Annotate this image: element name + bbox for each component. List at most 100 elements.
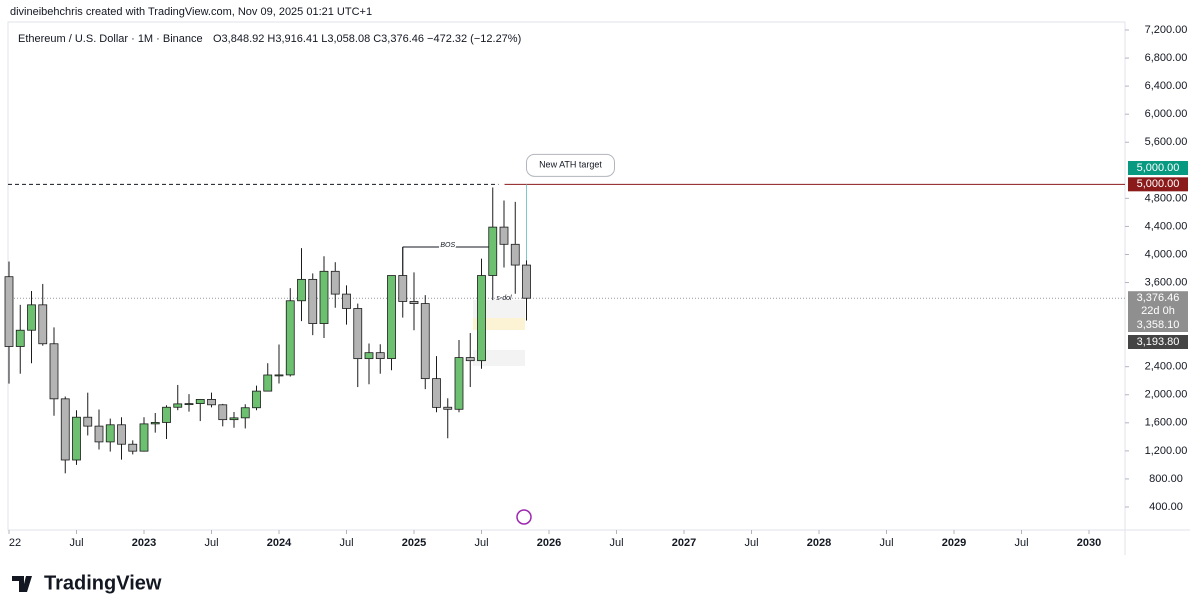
candle-body: [353, 308, 363, 360]
candle-body: [398, 275, 408, 302]
candle-body: [83, 416, 93, 427]
sdol-label: s-dol: [496, 295, 512, 302]
candle-body: [117, 424, 126, 445]
candle-body: [49, 343, 59, 400]
symbol: Ethereum / U.S. Dollar · 1M · Binance: [18, 33, 203, 45]
candle-body: [274, 374, 284, 377]
y-tick-label: 4,400.00: [1145, 220, 1188, 232]
price-tag: [1128, 304, 1188, 318]
price-tag: [1128, 335, 1188, 349]
y-tick-label: 6,000.00: [1145, 108, 1188, 120]
price-tag-label: 5,000.00: [1137, 178, 1180, 190]
x-tick-label: Jul: [69, 537, 83, 549]
candle-body: [387, 275, 396, 359]
y-tick-label: 3,600.00: [1145, 276, 1188, 288]
candle-body: [4, 276, 14, 347]
x-tick-label: Jul: [204, 537, 218, 549]
x-tick-label: 2030: [1077, 537, 1101, 549]
watermark-icon: [516, 509, 532, 525]
x-tick-label: 2028: [807, 537, 831, 549]
x-tick-label: Jul: [744, 537, 758, 549]
candle-body: [364, 352, 374, 360]
candle-body: [38, 304, 48, 345]
y-tick-label: 6,400.00: [1145, 80, 1188, 92]
brand: TradingView: [44, 572, 162, 594]
credit: divineibehchris created with TradingView…: [10, 6, 372, 18]
price-tag-label: 22d 0h: [1141, 305, 1175, 317]
ohlc-legend: O3,848.92 H3,916.41 L3,058.08 C3,376.46 …: [213, 33, 521, 45]
price-tag: [1128, 177, 1188, 192]
y-tick-label: 2,400.00: [1145, 361, 1188, 373]
candle-body: [477, 275, 486, 362]
candle-body: [252, 390, 261, 409]
candle-body: [150, 422, 160, 425]
candle-body: [510, 243, 520, 266]
candle-body: [15, 329, 25, 347]
x-tick-label: Jul: [879, 537, 893, 549]
candle-body: [184, 403, 194, 406]
candle-body: [27, 304, 36, 331]
candle-body: [443, 406, 453, 410]
zone: [473, 318, 525, 330]
candle-body: [409, 301, 419, 304]
candle-body: [128, 443, 138, 452]
candle-body: [195, 398, 205, 405]
price-tag-label: 5,000.00: [1137, 162, 1180, 174]
candle-body: [207, 398, 216, 406]
candle-body: [94, 425, 104, 443]
x-tick-label: Jul: [474, 537, 488, 549]
x-tick-label: Jul: [339, 537, 353, 549]
candle-body: [162, 406, 171, 423]
y-tick-label: 1,600.00: [1145, 417, 1188, 429]
x-tick-label: 2025: [402, 537, 426, 549]
candle-body: [454, 357, 464, 410]
price-tag: [1128, 161, 1188, 175]
x-tick-label: 2024: [267, 537, 292, 549]
candle-body: [488, 226, 498, 276]
target-callout: [526, 153, 615, 177]
y-tick-label: 800.00: [1149, 473, 1183, 485]
y-tick-label: 7,200.00: [1145, 24, 1188, 36]
price-tag-label: 3,376.46: [1137, 292, 1180, 304]
candle-body: [72, 416, 81, 461]
candle-body: [330, 270, 340, 295]
zone: [473, 350, 525, 366]
target-label: New ATH target: [539, 160, 602, 170]
candle-body: [173, 403, 183, 408]
candle-body: [297, 278, 306, 302]
x-tick-label: Jul: [1014, 537, 1028, 549]
candle-body: [420, 303, 430, 380]
x-tick-label: 2029: [942, 537, 966, 549]
candle-body: [319, 270, 329, 324]
candle-body: [375, 352, 385, 359]
y-tick-label: 5,600.00: [1145, 136, 1188, 148]
bos-label: BOS: [440, 242, 455, 249]
price-tag-label: 3,358.10: [1137, 319, 1180, 331]
candle-body: [229, 417, 239, 421]
candle-body: [218, 404, 228, 421]
zone: [473, 300, 525, 318]
candle-body: [60, 398, 70, 461]
candle-body: [240, 407, 250, 419]
x-tick-label: 2026: [537, 537, 561, 549]
candle-body: [308, 278, 318, 324]
x-tick-label: Jul: [609, 537, 623, 549]
y-tick-label: 400.00: [1149, 501, 1183, 513]
y-tick-label: 1,200.00: [1145, 445, 1188, 457]
y-tick-label: 4,800.00: [1145, 192, 1188, 204]
x-tick-label: 2027: [672, 537, 696, 549]
y-tick-label: 2,000.00: [1145, 389, 1188, 401]
y-tick-label: 4,000.00: [1145, 248, 1188, 260]
logo: TradingView: [12, 572, 162, 594]
candle-body: [465, 357, 475, 362]
candle-body: [285, 300, 295, 376]
price-tag: [1128, 318, 1188, 332]
candle-body: [342, 293, 351, 309]
candle-body: [522, 264, 531, 299]
y-tick-label: 6,800.00: [1145, 52, 1188, 64]
x-tick-label: 22: [9, 537, 21, 549]
candle-body: [499, 226, 509, 245]
candle-body: [139, 423, 149, 452]
